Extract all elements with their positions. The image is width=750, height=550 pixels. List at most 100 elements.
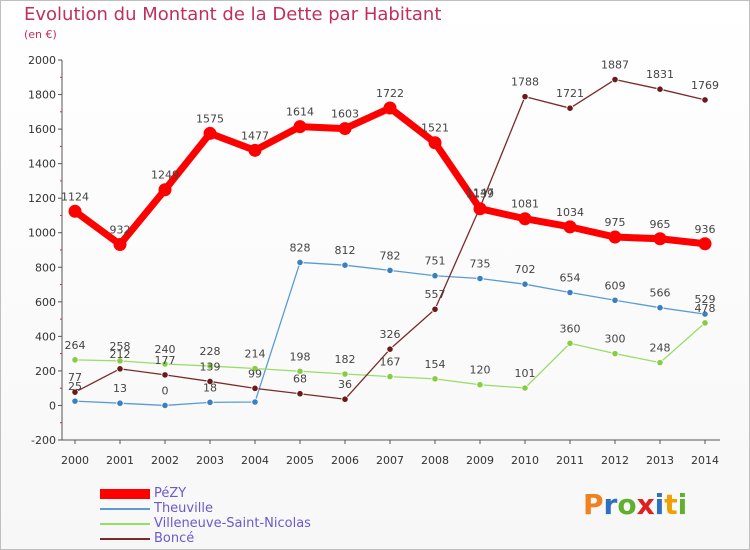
data-point-villeneuve-saint-nicolas: [161, 360, 169, 368]
data-point-pezy: [608, 230, 622, 244]
data-point-bonce: [431, 305, 439, 313]
data-point-villeneuve-saint-nicolas: [341, 370, 349, 378]
legend-swatch-villeneuve: [100, 523, 150, 525]
data-point-villeneuve-saint-nicolas: [566, 339, 574, 347]
data-label-theuville: 751: [425, 255, 446, 268]
data-point-villeneuve-saint-nicolas: [296, 367, 304, 375]
x-tick-label: 2000: [61, 454, 89, 467]
y-tick-label: 1400: [28, 158, 56, 171]
x-tick-label: 2012: [601, 454, 629, 467]
data-label-villeneuve-saint-nicolas: 101: [515, 367, 536, 380]
data-label-bonce: 36: [338, 378, 352, 391]
data-point-bonce: [521, 93, 529, 101]
x-tick-label: 2005: [286, 454, 314, 467]
data-point-bonce: [341, 395, 349, 403]
data-point-theuville: [656, 304, 664, 312]
chart-title: Evolution du Montant de la Dette par Hab…: [24, 4, 442, 25]
data-label-villeneuve-saint-nicolas: 300: [605, 333, 626, 346]
data-label-bonce: 1721: [556, 87, 584, 100]
data-point-villeneuve-saint-nicolas: [431, 375, 439, 383]
data-label-bonce: 212: [110, 348, 131, 361]
logo-letter: r: [603, 488, 618, 521]
y-tick-label: 200: [35, 365, 56, 378]
data-point-villeneuve-saint-nicolas: [206, 362, 214, 370]
x-tick-label: 2009: [466, 454, 494, 467]
data-label-bonce: 68: [293, 373, 307, 386]
data-label-villeneuve-saint-nicolas: 167: [380, 356, 401, 369]
logo-letter: i: [677, 488, 688, 521]
data-label-villeneuve-saint-nicolas: 228: [200, 345, 221, 358]
data-label-theuville: 18: [203, 381, 217, 394]
data-point-bonce: [251, 384, 259, 392]
data-point-villeneuve-saint-nicolas: [116, 357, 124, 365]
data-label-pezy: 1575: [196, 112, 224, 125]
data-label-bonce: 177: [155, 354, 176, 367]
data-point-pezy: [383, 101, 397, 115]
data-point-bonce: [296, 390, 304, 398]
x-tick-label: 2006: [331, 454, 359, 467]
data-point-theuville: [521, 280, 529, 288]
data-point-theuville: [341, 261, 349, 269]
data-label-pezy: 1081: [511, 198, 539, 211]
legend-label-villeneuve: Villeneuve-Saint-Nicolas: [154, 516, 311, 531]
data-label-villeneuve-saint-nicolas: 258: [110, 340, 131, 353]
data-label-pezy: 1034: [556, 206, 584, 219]
y-tick-label: 1000: [28, 227, 56, 240]
data-label-pezy: 965: [650, 218, 671, 231]
x-tick-label: 2010: [511, 454, 539, 467]
data-label-theuville: 828: [290, 241, 311, 254]
data-point-bonce: [161, 371, 169, 379]
data-point-bonce: [116, 365, 124, 373]
legend-label-bonce: Boncé: [154, 531, 195, 546]
data-label-bonce: 99: [248, 367, 262, 380]
legend-swatch-theuville: [100, 508, 150, 510]
data-label-villeneuve-saint-nicolas: 198: [290, 350, 311, 363]
x-tick-label: 2001: [106, 454, 134, 467]
data-point-pezy: [293, 120, 307, 134]
y-tick-label: 800: [35, 261, 56, 274]
data-point-theuville: [386, 266, 394, 274]
x-tick-label: 2008: [421, 454, 449, 467]
data-label-theuville: 0: [162, 384, 169, 397]
logo-letter: i: [654, 488, 665, 521]
data-label-villeneuve-saint-nicolas: 248: [650, 342, 671, 355]
legend-swatch-pezy: [100, 489, 150, 499]
data-label-theuville: 782: [380, 249, 401, 262]
legend-item-villeneuve: Villeneuve-Saint-Nicolas: [100, 516, 420, 532]
data-point-bonce: [71, 388, 79, 396]
data-point-theuville: [476, 274, 484, 283]
data-label-theuville: 735: [470, 258, 491, 271]
data-point-theuville: [431, 272, 439, 280]
y-tick-label: 2000: [28, 54, 56, 67]
data-point-bonce: [386, 345, 394, 353]
data-point-pezy: [563, 220, 577, 234]
legend-item-pezy: PéZY: [100, 486, 420, 502]
y-tick-label: 0: [49, 399, 56, 412]
data-label-pezy: 975: [605, 216, 626, 229]
data-label-theuville: 609: [605, 279, 626, 292]
legend-label-theuville: Theuville: [154, 501, 213, 516]
data-point-theuville: [71, 397, 79, 405]
data-point-theuville: [701, 310, 709, 318]
data-label-bonce: 1147: [466, 186, 494, 199]
data-point-villeneuve-saint-nicolas: [386, 373, 394, 381]
data-point-pezy: [113, 237, 127, 251]
data-point-pezy: [158, 183, 172, 197]
y-tick-label: 1200: [28, 192, 56, 205]
data-label-villeneuve-saint-nicolas: 214: [245, 347, 266, 360]
logo-letter: P: [583, 488, 604, 521]
data-point-pezy: [653, 232, 667, 246]
y-tick-label: 1600: [28, 123, 56, 136]
data-label-theuville: 654: [560, 271, 581, 284]
data-point-villeneuve-saint-nicolas: [476, 381, 484, 389]
logo-letter: o: [617, 488, 637, 521]
data-point-villeneuve-saint-nicolas: [701, 319, 709, 327]
data-label-pezy: 1722: [376, 87, 404, 100]
data-label-villeneuve-saint-nicolas: 360: [560, 322, 581, 335]
x-tick-label: 2007: [376, 454, 404, 467]
data-point-theuville: [566, 288, 574, 297]
legend-item-bonce: Boncé: [100, 531, 420, 547]
data-point-bonce: [611, 75, 619, 84]
data-label-pezy: 1249: [151, 169, 179, 182]
